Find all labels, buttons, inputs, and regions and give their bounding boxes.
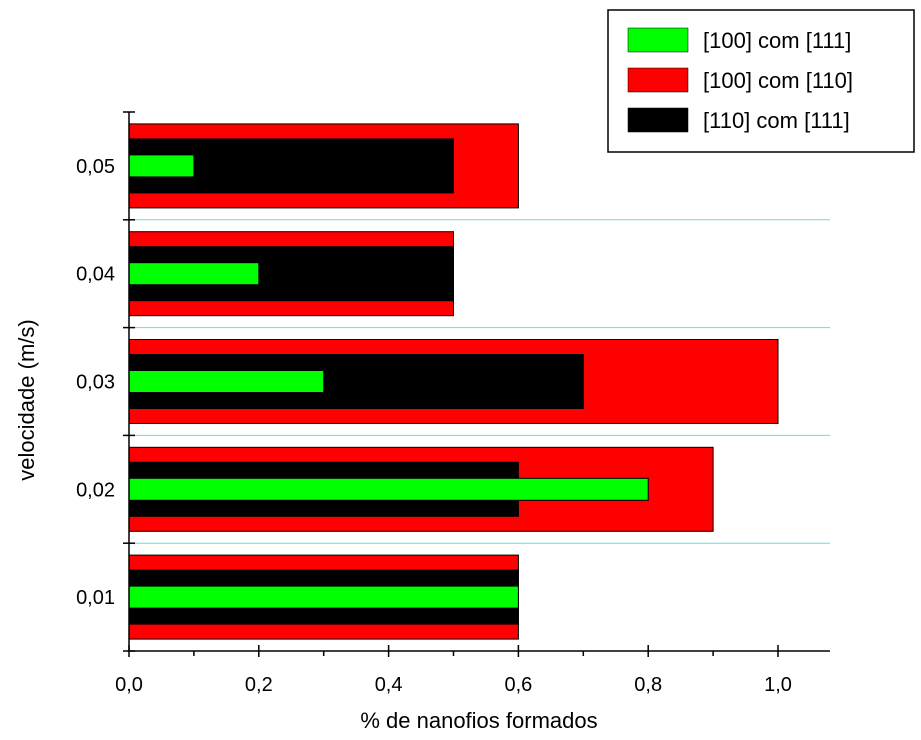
legend-label: [100] com [110] [703,68,853,93]
legend-swatch [627,67,689,93]
x-tick-label: 0,8 [634,674,662,696]
x-tick-label: 0,2 [245,674,273,696]
y-tick-label: 0,05 [76,156,115,178]
x-tick-label: 0,4 [375,674,403,696]
green-bar [128,585,519,609]
axes: 0,01 0,02 0,03 0,04 0,05 0,0 0,2 0,4 0,6 0,8 1,0 [76,111,830,696]
y-tick-label: 0,04 [76,264,115,286]
legend-label: [110] com [111] [703,108,850,133]
green-bar [128,154,195,178]
legend: [100] com [111] [100] com [110] [110] com … [607,9,915,153]
bars [128,123,779,640]
green-bar [128,370,325,393]
x-tick-label: 1,0 [764,674,792,696]
x-tick-label: 0,0 [115,674,143,696]
y-tick-label: 0,02 [76,479,115,501]
legend-label: [100] com [111] [703,28,851,53]
green-bar [128,477,649,501]
grid-lines [129,219,830,544]
y-tick-label: 0,01 [76,587,115,609]
legend-swatch [627,107,689,133]
legend-swatch [627,27,689,53]
y-tick-label: 0,03 [76,372,115,394]
x-tick-label: 0,6 [504,674,532,696]
green-bar [128,262,260,286]
y-axis-label: velocidade (m/s) [14,319,39,480]
x-axis-label: % de nanofios formados [360,708,597,733]
